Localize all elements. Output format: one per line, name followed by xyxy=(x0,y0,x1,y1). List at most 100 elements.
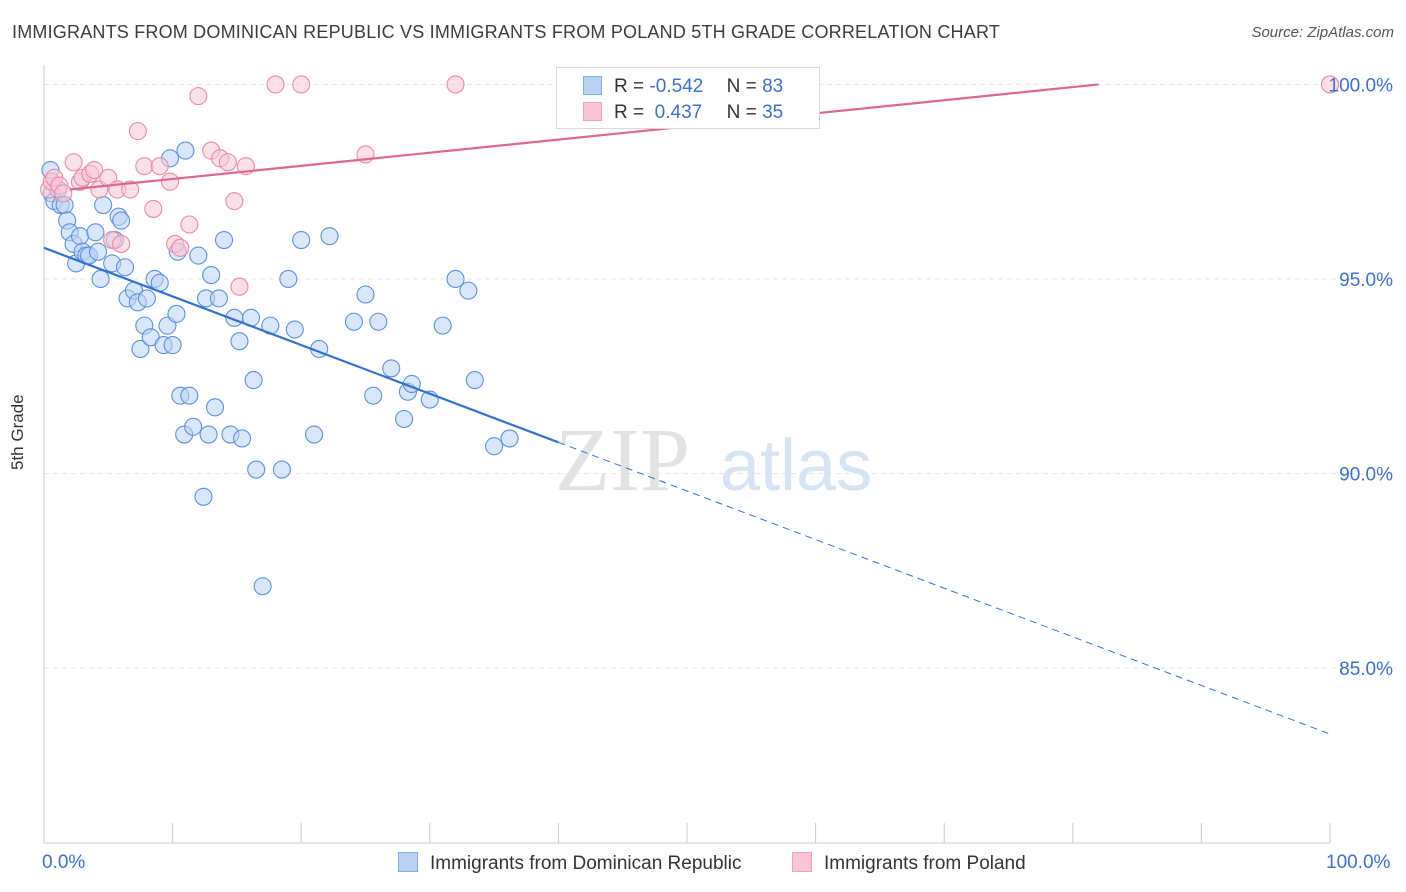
point-dominican xyxy=(205,398,225,417)
point-dominican xyxy=(194,487,213,506)
chart-source: Source: ZipAtlas.com xyxy=(1251,24,1394,41)
point-poland xyxy=(112,234,131,253)
point-dominican xyxy=(279,269,298,289)
series-legend-label-dominican: Immigrants from Dominican Republic xyxy=(430,853,742,874)
point-dominican xyxy=(115,258,135,277)
legend-swatch-poland xyxy=(583,102,602,121)
point-poland xyxy=(64,153,83,172)
point-dominican xyxy=(253,577,272,596)
point-dominican xyxy=(485,437,504,456)
point-dominican xyxy=(88,242,108,261)
point-dominican xyxy=(202,266,221,285)
point-dominican xyxy=(70,227,90,246)
point-dominican xyxy=(163,336,182,355)
trend-line-poland xyxy=(69,83,1099,191)
point-dominican xyxy=(433,316,452,335)
legend-row-poland: R = 0.437 N = 35 xyxy=(583,102,783,124)
correlation-legend: R = -0.542 N = 83 R = 0.437 N = 35 xyxy=(556,67,820,129)
point-dominican xyxy=(189,246,208,265)
point-poland xyxy=(189,87,208,106)
y-tick-label: 100.0% xyxy=(1329,75,1394,96)
point-dominican xyxy=(167,304,186,324)
legend-n-value: 83 xyxy=(762,76,784,97)
legend-r-value: -0.542 xyxy=(649,76,704,97)
trend-line-dominican-extension xyxy=(558,441,1331,735)
legend-swatch-dominican xyxy=(583,76,602,95)
point-dominican xyxy=(292,231,311,250)
series-legend-swatch-poland xyxy=(792,852,812,872)
point-dominican xyxy=(344,312,363,331)
point-dominican xyxy=(209,289,228,308)
point-dominican xyxy=(199,425,218,444)
series-legend-label-poland: Immigrants from Poland xyxy=(824,853,1026,874)
watermark-zip: ZIP xyxy=(555,411,690,510)
point-poland xyxy=(171,238,190,257)
trend-lines xyxy=(43,83,1331,735)
point-poland xyxy=(85,160,104,180)
point-dominican xyxy=(184,417,203,436)
point-dominican xyxy=(465,371,484,390)
scatter-points xyxy=(40,75,1340,596)
legend-n-value: 35 xyxy=(762,102,784,123)
point-dominican xyxy=(230,332,249,351)
watermark: ZIP atlas xyxy=(555,411,872,510)
point-poland xyxy=(292,75,311,94)
point-dominican xyxy=(137,289,156,308)
series-legend-poland: Immigrants from Poland xyxy=(792,852,1026,875)
point-poland xyxy=(128,122,147,141)
series-legend-swatch-dominican xyxy=(398,852,418,872)
point-dominican xyxy=(176,141,195,160)
point-dominican xyxy=(382,359,401,378)
legend-row-dominican: R = -0.542 N = 83 xyxy=(583,76,783,98)
legend-n-label: N = xyxy=(726,102,757,123)
point-poland xyxy=(225,192,244,211)
point-dominican xyxy=(364,386,383,405)
point-poland xyxy=(266,75,285,94)
trend-line-dominican xyxy=(43,246,559,444)
point-dominican xyxy=(446,269,465,289)
point-dominican xyxy=(356,285,375,304)
y-tick-label: 95.0% xyxy=(1339,270,1393,291)
point-dominican xyxy=(285,320,304,339)
point-poland xyxy=(135,157,154,176)
point-dominican xyxy=(320,227,339,246)
y-tick-labels: 85.0% 90.0% 95.0% 100.0% xyxy=(1329,75,1394,680)
watermark-atlas: atlas xyxy=(720,426,872,506)
point-dominican xyxy=(94,195,113,215)
point-dominican xyxy=(232,429,252,448)
point-poland xyxy=(230,277,249,296)
point-dominican xyxy=(500,429,519,448)
point-poland xyxy=(54,184,73,203)
y-tick-label: 90.0% xyxy=(1339,464,1393,485)
point-dominican xyxy=(395,409,414,429)
point-poland xyxy=(121,180,140,199)
point-poland xyxy=(150,157,169,176)
point-dominican xyxy=(244,371,263,390)
point-dominican xyxy=(459,281,478,300)
point-poland xyxy=(160,172,180,191)
point-poland xyxy=(1320,75,1340,94)
legend-r-value: 0.437 xyxy=(649,102,703,123)
point-dominican xyxy=(369,312,388,331)
point-poland xyxy=(446,75,465,94)
point-dominican xyxy=(214,231,234,250)
point-dominican xyxy=(131,339,150,359)
point-dominican xyxy=(247,460,266,479)
point-dominican xyxy=(112,211,131,230)
axes xyxy=(43,65,1331,844)
chart-title: IMMIGRANTS FROM DOMINICAN REPUBLIC VS IM… xyxy=(12,22,1001,42)
legend-r-label: R = xyxy=(614,76,645,97)
legend-r-label: R = xyxy=(614,102,645,123)
point-dominican xyxy=(305,425,324,444)
point-poland xyxy=(144,199,163,218)
x-tick-label-max: 100.0% xyxy=(1326,852,1391,873)
point-dominican xyxy=(91,269,110,289)
series-legend-dominican: Immigrants from Dominican Republic xyxy=(398,852,742,875)
point-dominican xyxy=(180,386,199,405)
point-poland xyxy=(180,215,199,234)
legend-n-label: N = xyxy=(726,76,757,97)
point-dominican xyxy=(272,460,291,479)
point-dominican xyxy=(86,223,105,242)
point-poland xyxy=(218,153,237,172)
x-tick-label-min: 0.0% xyxy=(42,852,86,873)
